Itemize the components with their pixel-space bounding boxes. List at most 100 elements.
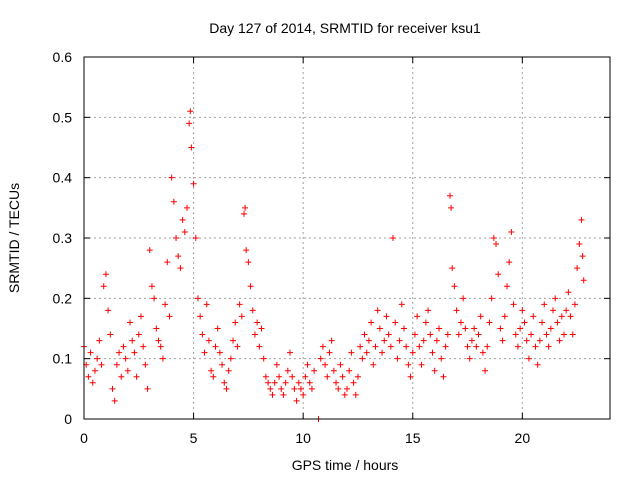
data-point (306, 379, 313, 386)
data-point (94, 355, 101, 362)
data-point (135, 331, 142, 338)
data-point (579, 253, 586, 260)
data-point (129, 337, 136, 344)
data-point (230, 337, 237, 344)
data-point (365, 337, 372, 344)
data-point (517, 325, 524, 332)
data-point (444, 331, 451, 338)
data-point (170, 198, 177, 205)
data-point (499, 337, 506, 344)
data-point (87, 349, 94, 356)
data-point (396, 337, 403, 344)
data-point (554, 319, 561, 326)
data-point (203, 301, 210, 308)
data-point (302, 373, 309, 380)
data-point (556, 337, 563, 344)
y-tick-label: 0.4 (53, 170, 73, 186)
data-point (173, 235, 180, 241)
data-point (175, 253, 182, 260)
data-point (234, 343, 241, 350)
data-point (508, 228, 515, 235)
data-point (547, 325, 554, 332)
data-point (153, 325, 160, 332)
data-point (488, 295, 495, 302)
data-point (514, 343, 521, 350)
data-point (534, 361, 541, 368)
data-point (448, 204, 455, 211)
data-point (144, 385, 151, 392)
data-point (363, 349, 370, 356)
data-point (122, 355, 129, 362)
y-tick-label: 0.2 (53, 290, 73, 306)
data-point (330, 367, 337, 374)
data-point (350, 379, 357, 386)
data-point (539, 319, 546, 326)
data-point (392, 319, 399, 326)
data-point (155, 337, 162, 344)
data-point (473, 343, 480, 350)
data-point (293, 397, 300, 404)
data-point (267, 385, 274, 392)
data-point (525, 355, 532, 362)
data-point (484, 343, 491, 350)
data-point (208, 367, 215, 374)
data-point (194, 295, 201, 302)
data-point (137, 313, 144, 320)
data-point (403, 343, 410, 350)
data-point (440, 373, 447, 380)
data-point (223, 385, 230, 392)
data-point (276, 373, 283, 380)
data-point (278, 385, 285, 392)
data-point (280, 391, 287, 398)
data-point (96, 337, 103, 344)
data-point (322, 361, 329, 368)
data-point (521, 319, 528, 326)
data-point (284, 367, 291, 374)
data-point (300, 391, 307, 398)
x-tick-label: 20 (515, 430, 531, 446)
data-point (558, 313, 565, 320)
data-point (326, 349, 333, 356)
data-point (289, 373, 296, 380)
data-point (98, 361, 105, 368)
data-point (260, 355, 267, 362)
data-point (387, 343, 394, 350)
data-point (438, 355, 445, 362)
data-point (238, 313, 245, 320)
y-axis-label: SRMTID / TECUs (6, 183, 22, 293)
data-point (574, 265, 581, 272)
data-point (385, 331, 392, 338)
data-point (477, 313, 484, 320)
data-point (455, 331, 462, 338)
data-point (523, 337, 530, 344)
data-point (210, 373, 217, 380)
data-point (247, 283, 254, 290)
data-point (563, 307, 570, 314)
data-point (543, 331, 550, 338)
data-point (565, 289, 572, 296)
data-point (462, 325, 469, 332)
data-point (376, 325, 383, 332)
data-point (184, 204, 191, 211)
data-point (201, 349, 208, 356)
data-point (214, 325, 221, 332)
data-point (107, 331, 114, 338)
data-point (151, 295, 158, 302)
data-point (308, 385, 315, 392)
data-point (447, 192, 454, 199)
data-point (451, 283, 458, 290)
data-point (341, 391, 348, 398)
y-tick-label: 0.5 (53, 109, 73, 125)
data-point (411, 331, 418, 338)
data-point (166, 313, 173, 320)
data-point (427, 331, 434, 338)
data-point (431, 367, 438, 374)
data-point (482, 367, 489, 374)
data-point (120, 343, 127, 350)
data-point (291, 385, 298, 392)
data-point (219, 361, 226, 368)
data-point (197, 313, 204, 320)
data-point (225, 367, 232, 374)
data-point (335, 385, 342, 392)
